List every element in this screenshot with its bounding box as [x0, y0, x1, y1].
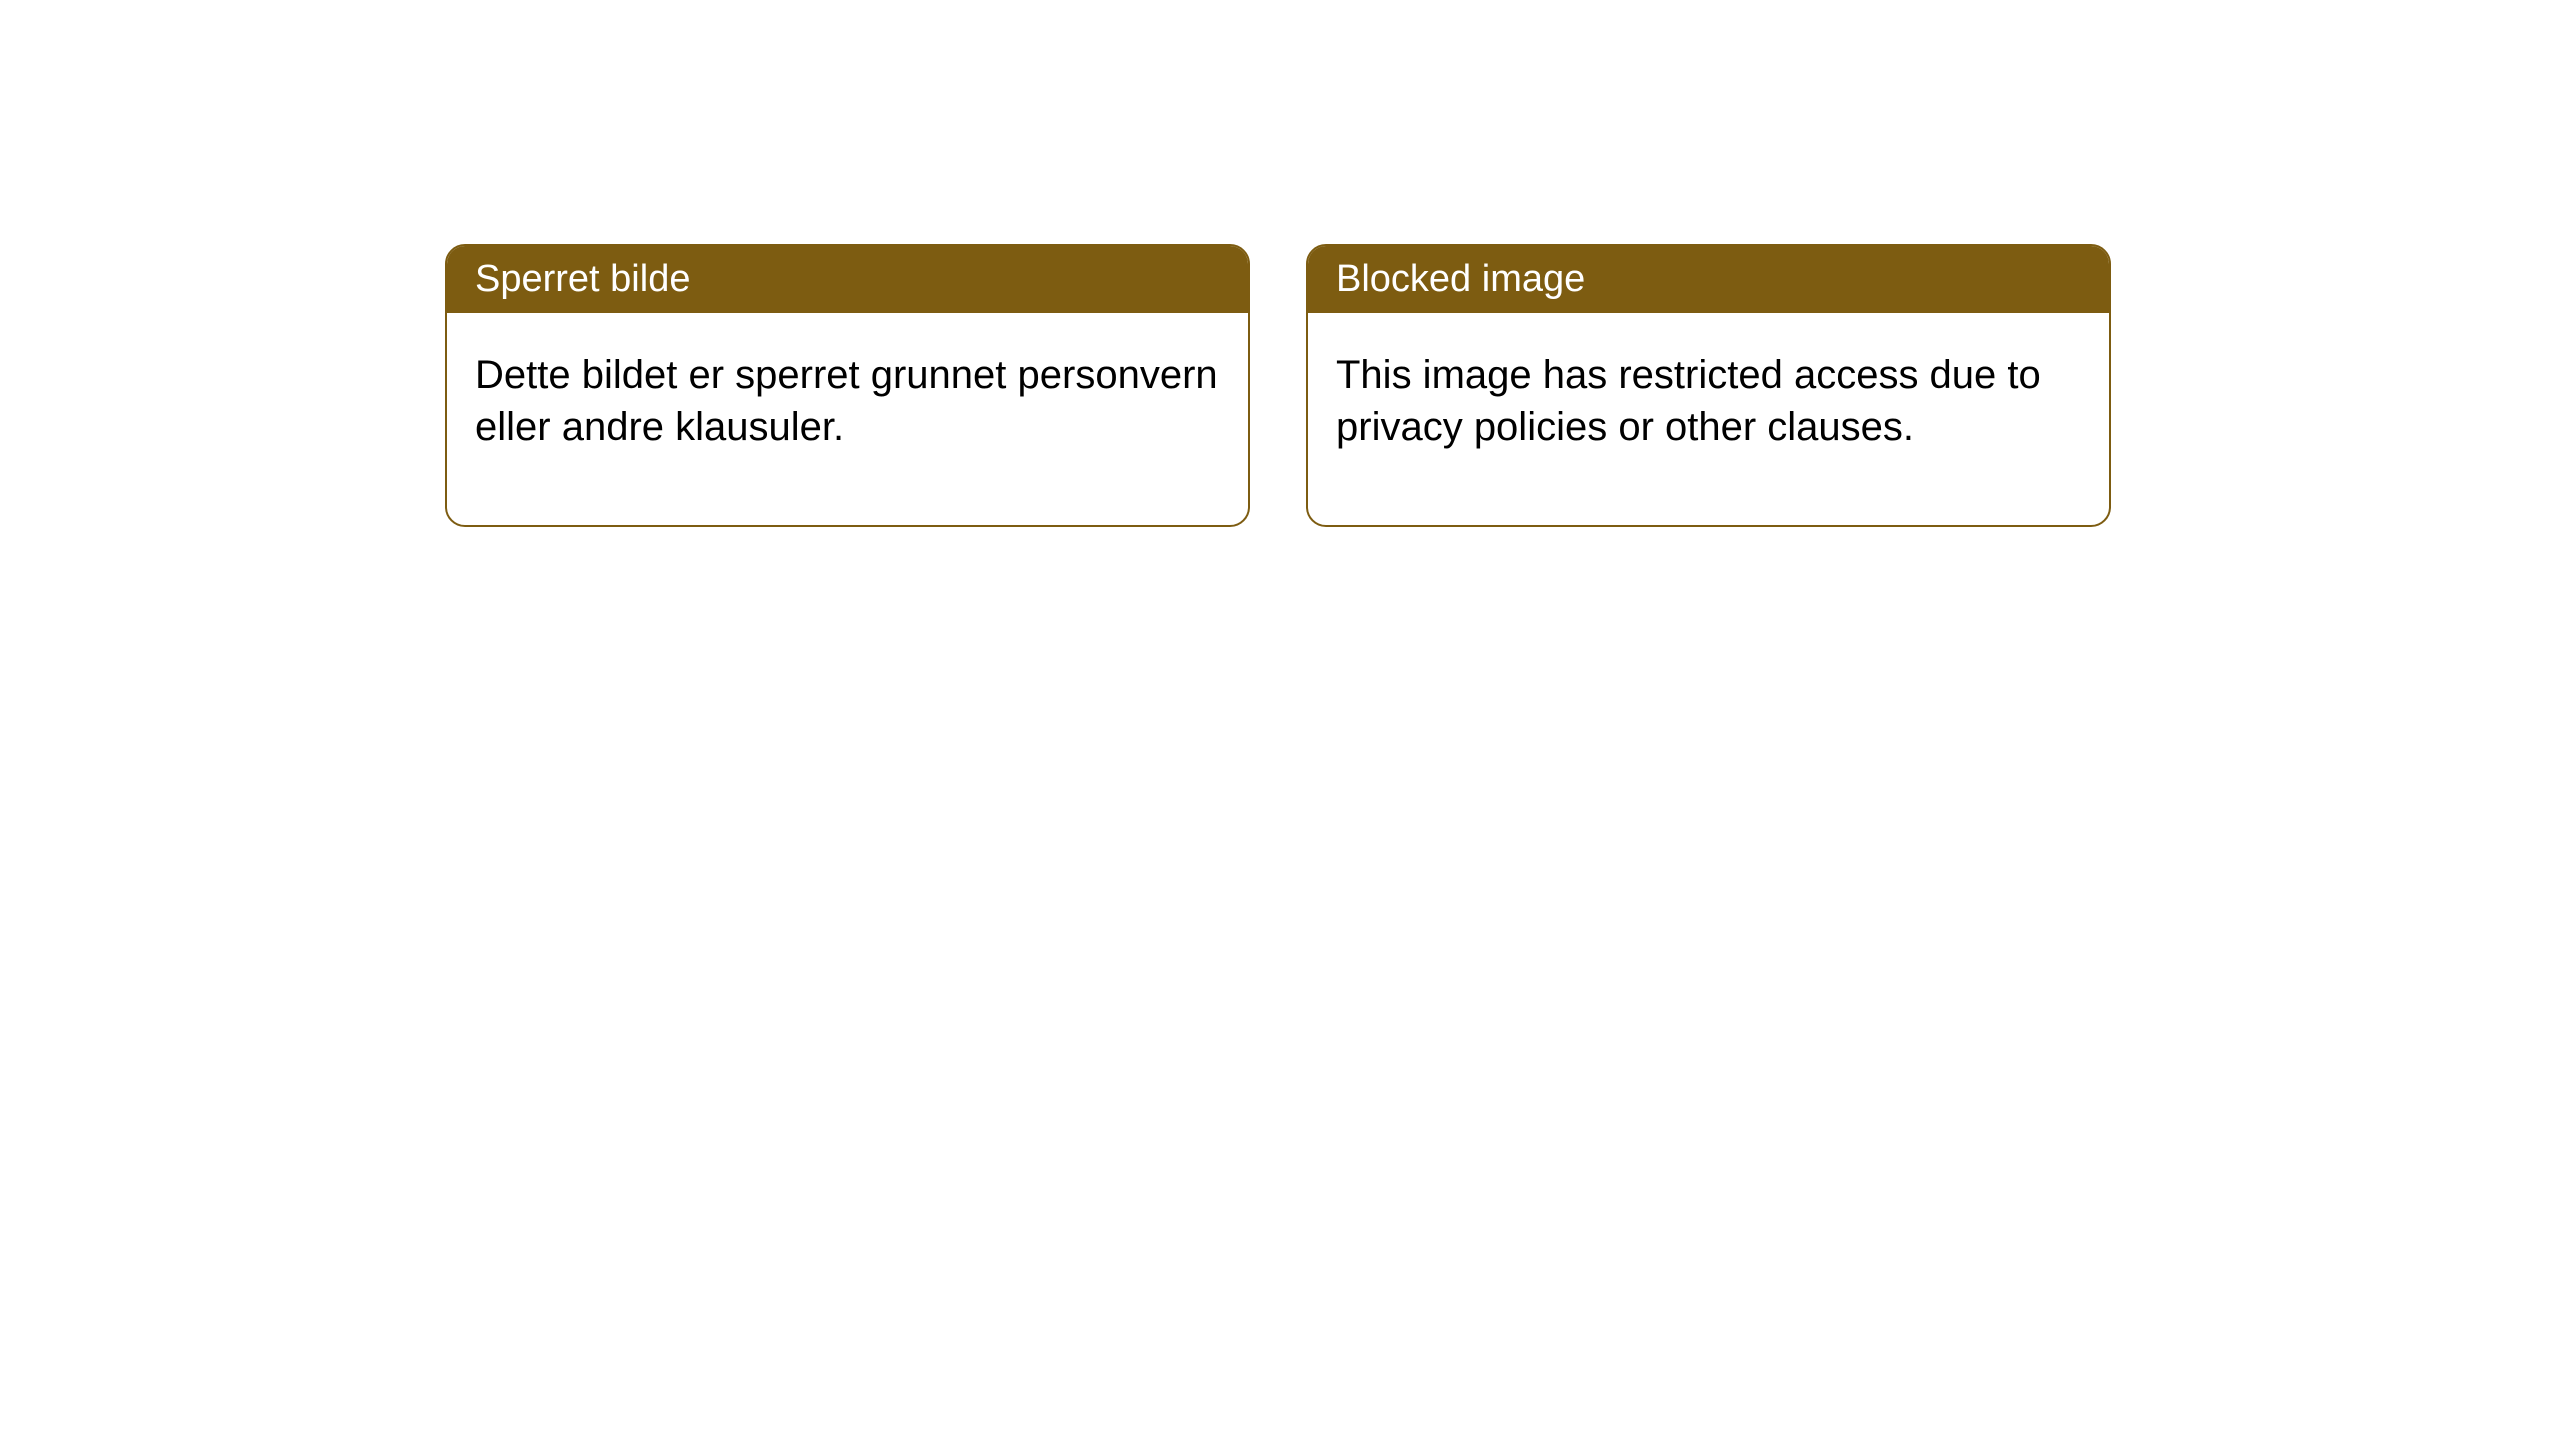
notice-card-norwegian: Sperret bilde Dette bildet er sperret gr… — [445, 244, 1250, 527]
notice-header: Sperret bilde — [447, 246, 1248, 313]
notice-body: This image has restricted access due to … — [1308, 313, 2109, 525]
notice-body-text: Dette bildet er sperret grunnet personve… — [475, 353, 1218, 449]
notice-card-english: Blocked image This image has restricted … — [1306, 244, 2111, 527]
notice-title: Sperret bilde — [475, 258, 690, 300]
notice-title: Blocked image — [1336, 258, 1585, 300]
notice-body: Dette bildet er sperret grunnet personve… — [447, 313, 1248, 525]
notice-body-text: This image has restricted access due to … — [1336, 353, 2041, 449]
notice-header: Blocked image — [1308, 246, 2109, 313]
notice-container: Sperret bilde Dette bildet er sperret gr… — [445, 244, 2111, 527]
